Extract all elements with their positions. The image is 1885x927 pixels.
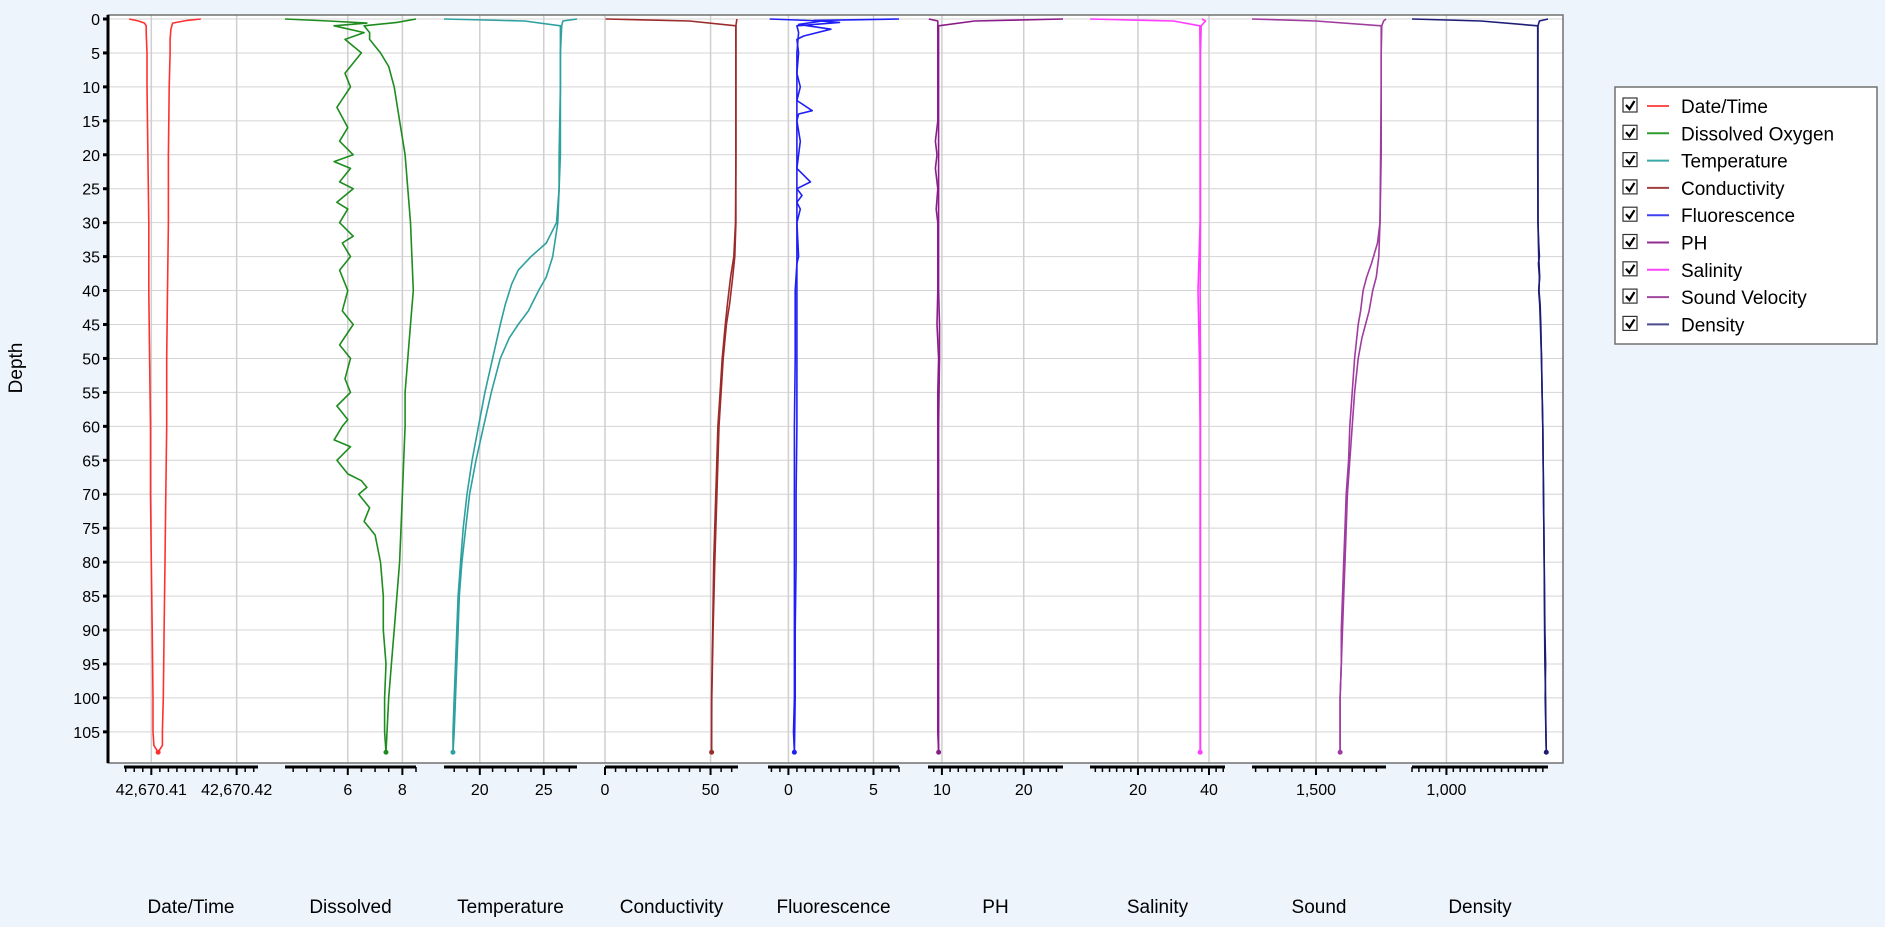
check-icon	[1625, 264, 1636, 275]
check-icon	[1625, 100, 1636, 111]
x-axes: 42,670.41 42,670.42 Date/Time 6 8 Dissolved 20…	[116, 765, 1548, 918]
y-tick-label: 90	[82, 623, 100, 640]
series-end-point	[1543, 749, 1549, 755]
series-line	[452, 18, 578, 753]
y-tick-label: 95	[82, 657, 100, 674]
y-tick-label: 0	[91, 12, 100, 29]
y-tick-label: 40	[82, 284, 100, 301]
x-axis-title: Fluorescence	[776, 897, 890, 918]
legend-label: Salinity	[1681, 261, 1743, 282]
y-axis: 0 5 10 15 20 25 30 35 40 45 50 55 60 65 70 75 80 85 90 95 10…	[73, 12, 110, 763]
plot-background	[108, 15, 1563, 763]
series-end-point	[450, 749, 456, 755]
y-tick-label: 85	[82, 589, 100, 606]
y-tick-label: 5	[91, 46, 100, 63]
check-icon	[1625, 127, 1636, 139]
x-tick-label: 20	[471, 782, 489, 799]
check-icon	[1625, 291, 1636, 302]
series-end-point	[936, 749, 942, 755]
x-tick-label: 10	[933, 782, 951, 799]
y-tick-label: 10	[82, 80, 100, 97]
series-end-point	[155, 749, 161, 755]
y-tick-label: 80	[82, 555, 100, 572]
series-line	[128, 18, 159, 753]
y-axis-title: Depth	[6, 343, 27, 394]
series-line	[937, 18, 1064, 753]
x-axis-title: Dissolved	[309, 897, 391, 918]
series-line	[284, 18, 387, 753]
x-axis-title: Date/Time	[148, 897, 235, 918]
legend-label: Density	[1681, 315, 1745, 336]
x-axis-title: Salinity	[1127, 897, 1189, 918]
check-icon	[1625, 236, 1636, 248]
trace-layer	[128, 18, 1549, 755]
check-icon	[1625, 182, 1636, 193]
series-end-point	[709, 749, 715, 755]
legend-label: Fluorescence	[1681, 206, 1795, 227]
series-line	[157, 18, 201, 753]
series-end-point	[1197, 749, 1203, 755]
x-axis-title: Sound	[1292, 897, 1347, 918]
x-tick-label: 5	[869, 782, 878, 799]
legend-label: Date/Time	[1681, 97, 1768, 118]
series-line	[793, 18, 900, 753]
legend-label: Conductivity	[1681, 179, 1785, 200]
legend-label: Temperature	[1681, 152, 1788, 173]
y-tick-label: 75	[82, 521, 100, 538]
x-tick-label: 6	[343, 782, 352, 799]
y-tick-label: 25	[82, 182, 100, 199]
series-end-point	[791, 749, 797, 755]
x-axis-title: PH	[982, 897, 1008, 918]
y-tick-label: 100	[73, 691, 100, 708]
check-icon	[1625, 209, 1636, 221]
x-axis-title: Temperature	[457, 897, 564, 918]
y-tick-label: 15	[82, 114, 100, 131]
x-tick-label: 1,000	[1426, 782, 1466, 799]
series-line	[1199, 18, 1207, 753]
series-line	[710, 18, 738, 753]
x-axis-title: Density	[1448, 897, 1512, 918]
y-tick-label: 55	[82, 385, 100, 402]
legend-label: Dissolved Oxygen	[1681, 124, 1834, 145]
y-tick-label: 65	[82, 453, 100, 470]
series-end-point	[1337, 749, 1343, 755]
y-tick-label: 35	[82, 250, 100, 267]
check-icon	[1625, 318, 1636, 330]
y-tick-label: 45	[82, 318, 100, 335]
x-tick-label: 40	[1200, 782, 1218, 799]
y-tick-label: 30	[82, 216, 100, 233]
x-tick-label: 42,670.42	[201, 782, 272, 799]
y-tick-label: 60	[82, 419, 100, 436]
series-line	[1537, 18, 1549, 753]
x-tick-label: 0	[784, 782, 793, 799]
y-tick-label: 105	[73, 725, 100, 742]
series-end-point	[383, 749, 389, 755]
x-tick-label: 50	[702, 782, 720, 799]
y-tick-label: 70	[82, 487, 100, 504]
legend-label: Sound Velocity	[1681, 288, 1807, 309]
legend-label: PH	[1681, 234, 1707, 255]
check-icon	[1625, 155, 1636, 166]
x-tick-label: 0	[601, 782, 610, 799]
y-tick-label: 20	[82, 148, 100, 165]
y-tick-label: 50	[82, 351, 100, 368]
x-tick-label: 20	[1129, 782, 1147, 799]
x-tick-label: 42,670.41	[116, 782, 187, 799]
series-line	[363, 18, 417, 753]
x-tick-label: 8	[398, 782, 407, 799]
series-line	[1339, 18, 1387, 753]
x-tick-label: 20	[1015, 782, 1033, 799]
legend: Date/Time Dissolved Oxygen Temperature Cond…	[1614, 86, 1878, 345]
x-tick-label: 1,500	[1296, 782, 1336, 799]
x-tick-label: 25	[535, 782, 553, 799]
x-axis-title: Conductivity	[620, 897, 724, 918]
